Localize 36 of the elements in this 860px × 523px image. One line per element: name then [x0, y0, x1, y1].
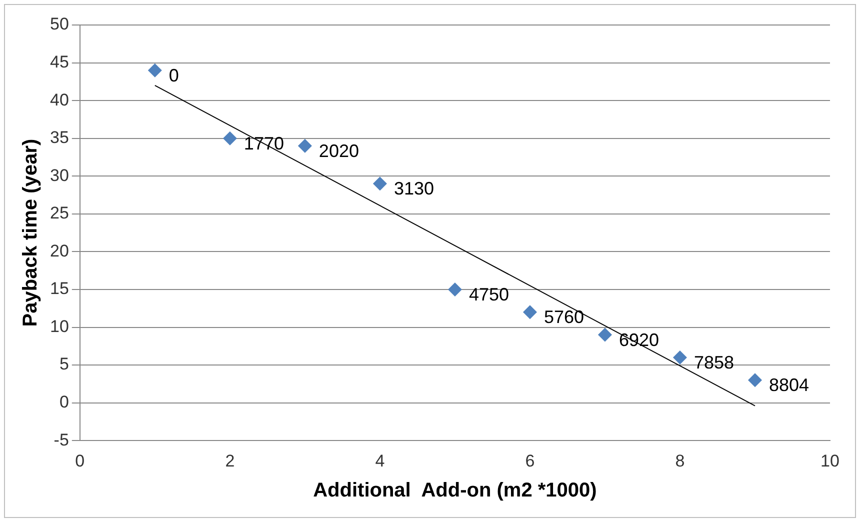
- annotation: 5760: [544, 307, 584, 328]
- y-tick-label: 15: [50, 279, 69, 298]
- point: [448, 282, 462, 296]
- annotation: 3130: [394, 178, 434, 199]
- annotation: 4750: [468, 284, 509, 304]
- y-tick-label: 25: [50, 204, 69, 223]
- y-tick-label: 0: [59, 392, 69, 412]
- annotation: 8804: [768, 375, 810, 396]
- point: [522, 305, 537, 320]
- y-axis-title: Payback time (year): [20, 138, 42, 327]
- x-tick-label: 6: [525, 451, 535, 470]
- point: [372, 176, 387, 191]
- point: [222, 131, 237, 146]
- x-tick-label: 4: [375, 451, 385, 470]
- point: [148, 63, 162, 78]
- y-tick-label: 10: [50, 316, 69, 336]
- y-tick-label: 35: [50, 128, 69, 148]
- y-tick-label: 30: [50, 166, 69, 185]
- y-tick-label: 5: [59, 354, 69, 374]
- y-tick-label: -5: [54, 430, 69, 450]
- x-tick-label: 10: [820, 451, 840, 470]
- y-tick-label: 40: [50, 90, 69, 110]
- y-tick-label: 50: [50, 14, 69, 34]
- x-tick-label: 2: [225, 451, 235, 470]
- annotation: 0: [168, 65, 179, 86]
- annotation: 2020: [318, 140, 359, 161]
- point: [298, 138, 312, 153]
- x-tick-label: 0: [75, 451, 85, 470]
- point: [598, 328, 612, 342]
- point: [748, 373, 762, 388]
- annotation: 7858: [694, 352, 734, 372]
- y-tick-label: 45: [50, 52, 69, 72]
- y-tick-label: 20: [50, 241, 69, 260]
- x-axis-title: Additional Add-on (m2 *1000): [313, 480, 597, 502]
- x-tick-label: 8: [675, 451, 685, 470]
- point: [672, 350, 687, 364]
